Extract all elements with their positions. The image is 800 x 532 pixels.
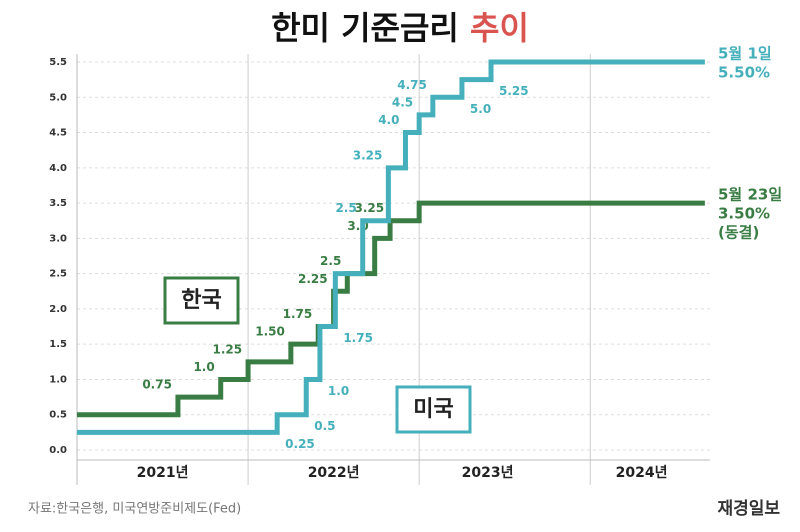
y-tick-label: 4.0 xyxy=(49,163,67,174)
chart-title: 한미 기준금리 추이 xyxy=(271,9,529,47)
data-label: 1.75 xyxy=(343,331,373,345)
legend-box xyxy=(395,385,472,434)
data-label: 4.75 xyxy=(397,78,427,92)
x-tick-label: 2022년 xyxy=(308,465,360,481)
y-tick-label: 5.5 xyxy=(49,57,67,68)
brand: 재경일보 xyxy=(717,499,780,519)
y-tick-label: 1.0 xyxy=(49,374,67,385)
rate-line xyxy=(77,59,705,435)
y-tick-label: 2.0 xyxy=(49,304,67,315)
end-label: 5월 1일 xyxy=(718,45,772,63)
data-label: 4.5 xyxy=(392,95,413,109)
x-tick-label: 2024년 xyxy=(616,465,668,481)
data-label: 0.5 xyxy=(314,419,335,433)
source: 자료:한국은행, 미국연방준비제도(Fed) xyxy=(28,501,241,517)
end-label: 5.50% xyxy=(718,64,770,82)
data-label: 1.75 xyxy=(283,307,313,321)
x-tick-label: 2023년 xyxy=(462,465,514,481)
data-label: 0.25 xyxy=(285,437,315,451)
data-label: 5.25 xyxy=(499,84,529,98)
data-label: 5.0 xyxy=(470,102,491,116)
title-highlight: 추이 xyxy=(470,9,529,47)
data-label: 0.75 xyxy=(142,378,172,392)
end-label: 3.50% xyxy=(718,205,770,223)
y-tick-label: 3.5 xyxy=(49,198,67,209)
y-tick-label: 0.5 xyxy=(49,410,67,421)
data-label: 2.25 xyxy=(298,272,328,286)
end-label: 5월 23일 xyxy=(718,186,782,204)
data-label: 4.0 xyxy=(378,113,399,127)
data-label: 1.0 xyxy=(328,384,349,398)
legend-label: 미국 xyxy=(413,397,453,422)
data-label: 1.0 xyxy=(193,360,214,374)
title-main: 한미 기준금리 xyxy=(271,9,459,47)
y-tick-label: 1.5 xyxy=(49,339,67,350)
legend-label: 한국 xyxy=(181,288,221,313)
data-label: 1.50 xyxy=(255,325,285,339)
y-tick-label: 5.0 xyxy=(49,92,67,103)
data-label: 3.25 xyxy=(353,148,383,162)
data-label: 3.25 xyxy=(354,201,384,215)
y-tick-label: 3.0 xyxy=(49,233,67,244)
x-tick-label: 2021년 xyxy=(137,465,189,481)
data-label: 2.5 xyxy=(335,201,356,215)
y-tick-label: 4.5 xyxy=(49,128,67,139)
data-label: 1.25 xyxy=(212,342,242,356)
data-label: 2.5 xyxy=(320,254,341,268)
legend-box xyxy=(163,276,240,325)
end-label: (동결) xyxy=(718,224,759,242)
y-tick-label: 0.0 xyxy=(49,445,67,456)
y-tick-label: 2.5 xyxy=(49,269,67,280)
